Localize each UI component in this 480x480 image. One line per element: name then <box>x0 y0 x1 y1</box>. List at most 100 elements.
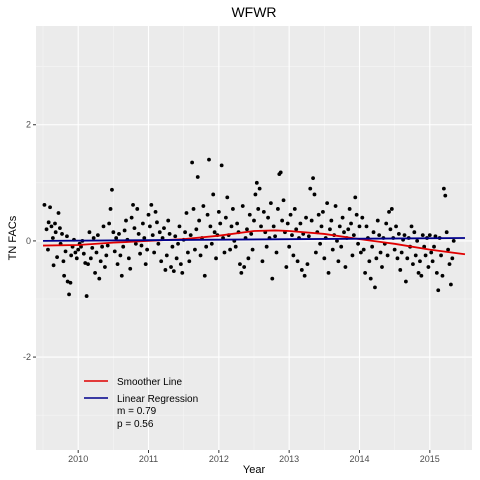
data-point <box>193 248 197 252</box>
data-point <box>162 226 166 230</box>
data-point <box>296 259 300 263</box>
data-point <box>325 201 329 205</box>
data-point <box>234 245 238 249</box>
data-point <box>414 254 418 258</box>
data-point <box>442 187 446 191</box>
data-point <box>124 219 128 223</box>
x-tick-label: 2010 <box>68 454 88 464</box>
data-point <box>171 245 175 249</box>
data-point <box>249 232 253 236</box>
data-point <box>76 248 80 252</box>
y-tick-label: 0 <box>26 236 31 246</box>
data-point <box>321 210 325 214</box>
data-point <box>58 226 62 230</box>
data-point <box>168 232 172 236</box>
data-point <box>230 224 234 228</box>
data-point <box>261 259 265 263</box>
data-point <box>417 271 421 275</box>
data-point <box>327 271 331 275</box>
data-point <box>110 188 114 192</box>
data-point <box>286 222 290 226</box>
data-point <box>363 271 367 275</box>
x-tick-label: 2013 <box>279 454 299 464</box>
data-point <box>133 226 137 230</box>
data-point <box>329 219 333 223</box>
data-point <box>213 230 217 234</box>
data-point <box>248 213 252 217</box>
data-point <box>398 268 402 272</box>
data-point <box>104 254 108 258</box>
data-point <box>374 256 378 260</box>
data-point <box>223 251 227 255</box>
data-point <box>349 222 353 226</box>
data-point <box>75 256 79 260</box>
data-point <box>224 216 228 220</box>
data-point <box>228 248 232 252</box>
data-point <box>293 207 297 211</box>
data-point <box>421 233 425 237</box>
data-point <box>166 219 170 223</box>
legend-regression-label: Linear Regression <box>117 394 198 405</box>
data-point <box>103 265 107 269</box>
data-point <box>114 236 118 240</box>
data-point <box>372 230 376 234</box>
data-point <box>111 230 115 234</box>
data-point <box>201 204 205 208</box>
data-point <box>204 245 208 249</box>
data-point <box>379 251 383 255</box>
data-point <box>290 233 294 237</box>
data-point <box>86 262 90 266</box>
data-point <box>187 259 191 263</box>
data-point <box>446 248 450 252</box>
data-point <box>308 187 312 191</box>
data-point <box>199 254 203 258</box>
data-point <box>159 259 163 263</box>
data-point <box>255 181 259 185</box>
data-point <box>418 259 422 263</box>
data-point <box>65 234 69 238</box>
data-point <box>390 207 394 211</box>
data-point <box>118 254 122 258</box>
data-point <box>436 288 440 292</box>
p-value-annotation: p = 0.56 <box>117 419 154 430</box>
data-point <box>141 222 145 226</box>
data-point <box>439 254 443 258</box>
data-point <box>369 277 373 281</box>
data-point <box>45 227 49 231</box>
data-point <box>304 216 308 220</box>
data-point <box>154 210 158 214</box>
data-point <box>352 233 356 237</box>
data-point <box>445 230 449 234</box>
y-axis-label: TN FACs <box>7 215 19 260</box>
data-point <box>172 269 176 273</box>
data-point <box>185 211 189 215</box>
data-point <box>140 244 144 248</box>
data-point <box>242 265 246 269</box>
data-point <box>217 210 221 214</box>
data-point <box>355 213 359 217</box>
data-point <box>403 233 407 237</box>
data-point <box>373 285 377 289</box>
data-point <box>149 203 153 207</box>
data-point <box>275 251 279 255</box>
data-point <box>123 229 127 233</box>
y-axis-ticks: -2 0 2 <box>23 120 36 362</box>
data-point <box>441 274 445 278</box>
data-point <box>386 254 390 258</box>
data-point <box>262 210 266 214</box>
data-point <box>280 219 284 223</box>
data-point <box>396 256 400 260</box>
data-point <box>127 256 131 260</box>
data-point <box>303 274 307 278</box>
data-point <box>360 216 364 220</box>
data-point <box>287 245 291 249</box>
data-point <box>384 222 388 226</box>
data-point <box>348 207 352 211</box>
data-point <box>353 195 357 199</box>
data-point <box>190 161 194 165</box>
data-point <box>258 187 262 191</box>
data-point <box>254 193 258 197</box>
data-point <box>424 254 428 258</box>
data-point <box>331 248 335 252</box>
